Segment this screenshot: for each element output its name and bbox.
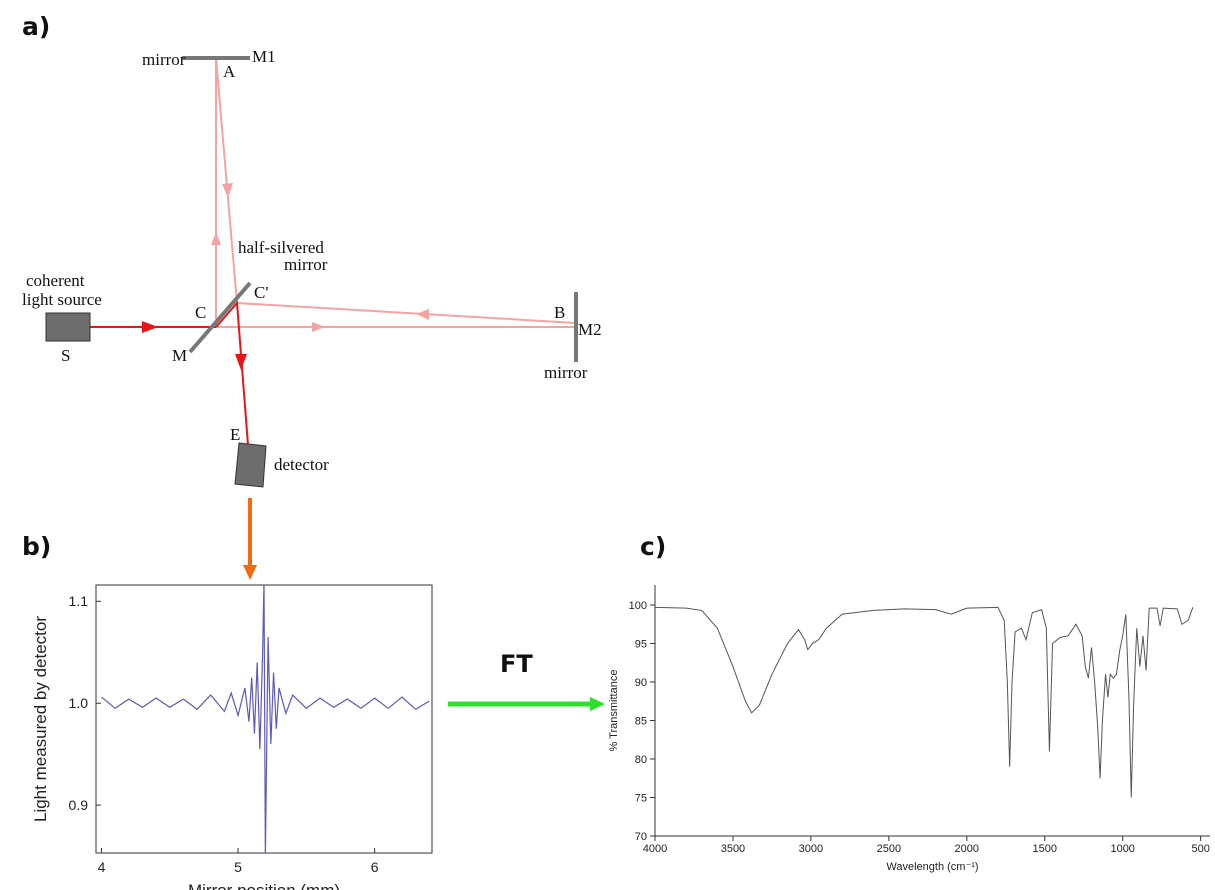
- panel-label: c): [640, 532, 666, 561]
- label: C: [195, 303, 206, 322]
- x-axis-label: Wavelength (cm⁻¹): [886, 861, 978, 873]
- arrowhead: [211, 232, 221, 245]
- x-tick-label: 3500: [721, 843, 745, 855]
- y-tick-label: 1.0: [69, 695, 89, 711]
- arrowhead: [416, 309, 429, 320]
- y-tick-label: 1.1: [69, 593, 89, 609]
- x-tick-label: 6: [371, 859, 379, 875]
- y-tick-label: 85: [635, 715, 647, 727]
- arrowhead: [312, 322, 325, 332]
- y-tick-label: 90: [635, 677, 647, 689]
- label: E: [230, 425, 240, 444]
- y-tick-label: 0.9: [69, 797, 89, 813]
- x-tick-label: 500: [1191, 843, 1209, 855]
- panel-label: b): [22, 532, 51, 561]
- label: mirror: [142, 50, 186, 69]
- y-tick-label: 95: [635, 638, 647, 650]
- y-tick-label: 75: [635, 792, 647, 804]
- y-tick-label: 70: [635, 831, 647, 843]
- label: half-silvered: [238, 238, 324, 257]
- x-tick-label: 4000: [643, 843, 667, 855]
- beam: [215, 300, 249, 446]
- label: mirror: [284, 255, 328, 274]
- x-tick-label: 1000: [1110, 843, 1134, 855]
- label: C': [254, 283, 268, 302]
- label: M: [172, 346, 187, 365]
- x-tick-label: 2500: [877, 843, 901, 855]
- x-axis-label: Mirror position (mm): [188, 881, 340, 890]
- data-line: [654, 606, 1194, 798]
- label: A: [223, 62, 236, 81]
- label: coherent: [26, 271, 85, 290]
- x-tick-label: 3000: [799, 843, 823, 855]
- light-source: [45, 312, 91, 342]
- arrowhead: [142, 321, 158, 333]
- y-tick-label: 100: [629, 600, 647, 612]
- panel-label: a): [22, 12, 50, 41]
- label: detector: [274, 455, 329, 474]
- transform-label: FT: [500, 650, 533, 678]
- label: S: [61, 346, 70, 365]
- arrowhead: [235, 354, 247, 370]
- data-line: [101, 585, 430, 853]
- arrowheads: [142, 183, 429, 370]
- label: mirror: [544, 363, 588, 382]
- arrowhead: [243, 565, 257, 580]
- x-tick-label: 5: [234, 859, 242, 875]
- label: B: [554, 303, 565, 322]
- x-tick-label: 2000: [955, 843, 979, 855]
- y-axis-label: % Transmittance: [608, 670, 620, 752]
- arrowhead: [222, 183, 233, 198]
- label: M2: [578, 320, 602, 339]
- y-tick-label: 80: [635, 754, 647, 766]
- beam: [215, 57, 577, 327]
- x-tick-label: 4: [98, 859, 106, 875]
- half-silvered-mirror: [188, 281, 252, 354]
- y-axis-label: Light measured by detector: [31, 616, 50, 822]
- label: M1: [252, 47, 276, 66]
- detector: [234, 442, 267, 488]
- arrowhead: [590, 697, 605, 711]
- x-tick-label: 1500: [1033, 843, 1057, 855]
- beams: [90, 57, 577, 446]
- label: light source: [22, 290, 102, 309]
